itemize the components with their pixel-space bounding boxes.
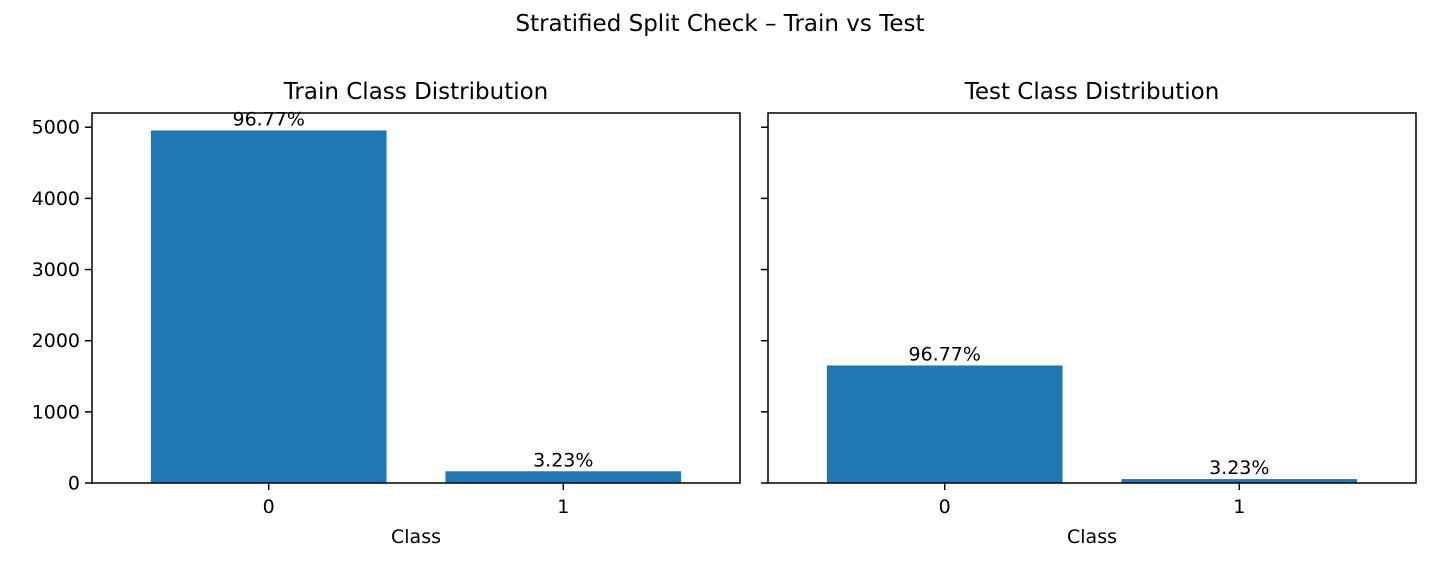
bar-class-1 <box>445 471 682 483</box>
y-tick-label: 4000 <box>32 188 80 210</box>
axes-frame <box>91 112 741 484</box>
bar-label-class-0: 96.77% <box>233 108 305 130</box>
x-tick-label: 1 <box>557 496 569 518</box>
x-tick-label: 0 <box>263 496 275 518</box>
bar-label-class-1: 3.23% <box>1209 457 1269 479</box>
bar-class-0 <box>150 130 387 484</box>
x-tick-label: 1 <box>1233 496 1245 518</box>
y-tick-label: 2000 <box>32 330 80 352</box>
y-tick-label: 1000 <box>32 401 80 423</box>
bar-label-class-0: 96.77% <box>909 343 981 365</box>
figure-suptitle: Stratified Split Check – Train vs Test <box>515 11 924 37</box>
bar-label-class-1: 3.23% <box>533 449 593 471</box>
subplot-title: Train Class Distribution <box>283 79 549 105</box>
axes-frame <box>767 112 1417 484</box>
x-axis-label: Class <box>391 526 441 548</box>
x-tick-label: 0 <box>939 496 951 518</box>
subplot-test: 96.77% 3.23% 0 1 Test Class Distribution Clas… <box>761 79 1417 548</box>
subplot-train: 96.77% 3.23% 0 1000 2000 3000 4000 5000 0 1 Train … <box>32 79 741 548</box>
y-tick-label: 0 <box>68 473 80 495</box>
subplot-title: Test Class Distribution <box>964 79 1220 105</box>
y-tick-label: 3000 <box>32 259 80 281</box>
y-tick-label: 5000 <box>32 117 80 139</box>
bar-class-1 <box>1121 479 1358 483</box>
subplot-panels: 96.77% 3.23% 0 1000 2000 3000 4000 5000 0 1 Train … <box>32 79 1417 548</box>
x-axis-label: Class <box>1067 526 1117 548</box>
bar-class-0 <box>826 365 1063 483</box>
